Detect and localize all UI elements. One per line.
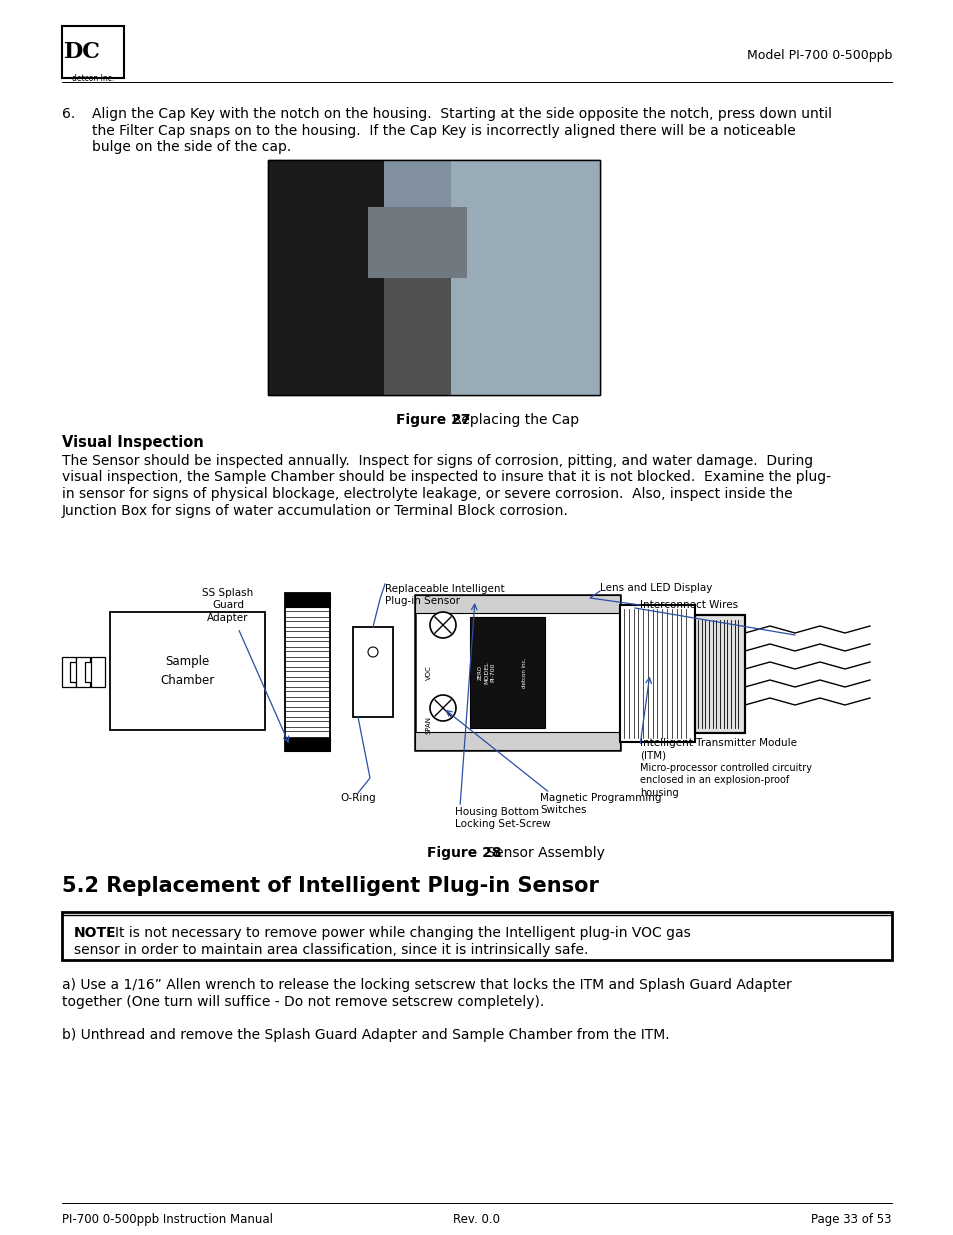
Bar (285, 611, 330, 618)
Bar (285, 641, 330, 647)
Text: Junction Box for signs of water accumulation or Terminal Block corrosion.: Junction Box for signs of water accumula… (62, 504, 568, 517)
Bar (450, 161, 599, 395)
Text: Intelligent Transmitter Module
(ITM): Intelligent Transmitter Module (ITM) (639, 739, 796, 761)
Bar (285, 721, 330, 727)
Bar (353, 627, 393, 718)
Text: in sensor for signs of physical blockage, electrolyte leakage, or severe corrosi: in sensor for signs of physical blockage… (62, 487, 792, 501)
Circle shape (430, 695, 456, 721)
Bar (415, 595, 619, 750)
Bar (62, 911, 891, 960)
Circle shape (368, 647, 377, 657)
Bar (91, 657, 105, 687)
Text: VOC: VOC (426, 666, 432, 680)
Bar (62, 657, 76, 687)
Text: detcon inc.: detcon inc. (522, 657, 527, 688)
Bar (85, 662, 94, 682)
Text: Rev. 0.0: Rev. 0.0 (453, 1213, 500, 1226)
Text: Visual Inspection: Visual Inspection (62, 435, 204, 450)
Text: sensor in order to maintain area classification, since it is intrinsically safe.: sensor in order to maintain area classif… (74, 944, 588, 957)
Text: Page 33 of 53: Page 33 of 53 (811, 1213, 891, 1226)
Text: Figure 28: Figure 28 (427, 846, 501, 860)
Text: Replaceable Intelligent
Plug-in Sensor: Replaceable Intelligent Plug-in Sensor (385, 584, 504, 606)
Bar (285, 661, 330, 667)
Bar (268, 301, 599, 395)
Bar (285, 711, 330, 718)
Bar (285, 701, 330, 706)
Text: DC: DC (64, 41, 100, 63)
Bar (695, 615, 744, 734)
Text: a) Use a 1/16” Allen wrench to release the locking setscrew that locks the ITM a: a) Use a 1/16” Allen wrench to release t… (62, 978, 791, 992)
Bar (268, 161, 599, 395)
Bar (285, 737, 330, 751)
Text: Micro-processor controlled circuitry
enclosed in an explosion-proof
housing: Micro-processor controlled circuitry enc… (639, 763, 811, 798)
Bar (285, 671, 330, 677)
Bar (619, 605, 695, 742)
Bar (285, 692, 330, 697)
Text: together (One turn will suffice - Do not remove setscrew completely).: together (One turn will suffice - Do not… (62, 995, 543, 1009)
Text: detcon Inc.: detcon Inc. (71, 74, 114, 83)
Bar (285, 621, 330, 627)
Text: Align the Cap Key with the notch on the housing.  Starting at the side opposite : Align the Cap Key with the notch on the … (91, 107, 831, 121)
Bar (62, 26, 124, 78)
Text: Interconnect Wires: Interconnect Wires (639, 600, 738, 610)
Text: Figure 27: Figure 27 (395, 412, 470, 427)
Text: Lens and LED Display: Lens and LED Display (599, 583, 712, 593)
Bar (415, 595, 619, 613)
Text: the Filter Cap snaps on to the housing.  If the Cap Key is incorrectly aligned t: the Filter Cap snaps on to the housing. … (91, 124, 795, 137)
Text: MODEL
PI-700: MODEL PI-700 (484, 661, 495, 684)
Text: Model PI-700 0-500ppb: Model PI-700 0-500ppb (746, 49, 891, 63)
Text: Magnetic Programming
Switches: Magnetic Programming Switches (539, 793, 660, 815)
Bar (285, 593, 330, 606)
Text: PI-700 0-500ppb Instruction Manual: PI-700 0-500ppb Instruction Manual (62, 1213, 273, 1226)
Text: 5.2 Replacement of Intelligent Plug-in Sensor: 5.2 Replacement of Intelligent Plug-in S… (62, 876, 598, 897)
Bar (367, 207, 467, 278)
Text: bulge on the side of the cap.: bulge on the side of the cap. (91, 140, 291, 154)
Circle shape (430, 613, 456, 638)
Bar (268, 161, 599, 395)
Text: Sensor Assembly: Sensor Assembly (481, 846, 604, 860)
Text: Replacing the Cap: Replacing the Cap (448, 412, 578, 427)
Text: Sample
Chamber: Sample Chamber (160, 656, 214, 687)
Text: NOTE: NOTE (74, 926, 116, 940)
Bar (268, 161, 599, 301)
Bar (695, 615, 744, 734)
Text: ZERO: ZERO (477, 664, 482, 680)
Text: 6.: 6. (62, 107, 75, 121)
Bar (285, 731, 330, 737)
Bar (285, 631, 330, 637)
Bar (268, 161, 384, 395)
Bar (285, 593, 330, 751)
Bar (76, 657, 91, 687)
Bar (110, 613, 265, 730)
Bar (71, 662, 80, 682)
Text: SS Splash
Guard
Adapter: SS Splash Guard Adapter (202, 588, 253, 622)
Text: visual inspection, the Sample Chamber should be inspected to insure that it is n: visual inspection, the Sample Chamber sh… (62, 471, 830, 484)
Text: SPAN: SPAN (426, 716, 432, 734)
Text: b) Unthread and remove the Splash Guard Adapter and Sample Chamber from the ITM.: b) Unthread and remove the Splash Guard … (62, 1028, 669, 1042)
Bar (415, 732, 619, 750)
Text: O-Ring: O-Ring (339, 793, 375, 803)
Text: : It is not necessary to remove power while changing the Intelligent plug-in VOC: : It is not necessary to remove power wh… (106, 926, 690, 940)
Text: Housing Bottom
Locking Set-Screw: Housing Bottom Locking Set-Screw (455, 806, 550, 830)
Text: The Sensor should be inspected annually.  Inspect for signs of corrosion, pittin: The Sensor should be inspected annually.… (62, 454, 812, 468)
Bar (470, 618, 544, 727)
Bar (285, 651, 330, 657)
Bar (384, 231, 450, 395)
Bar (285, 680, 330, 687)
